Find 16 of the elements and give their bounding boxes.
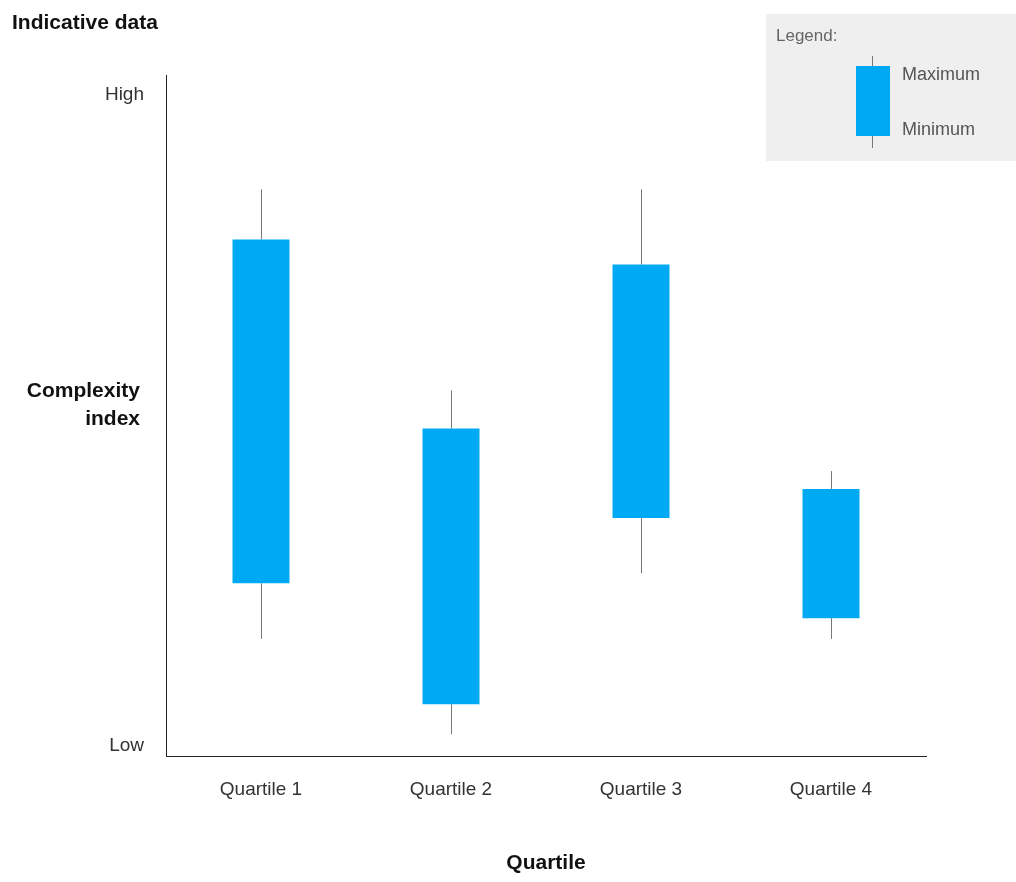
text: Minimum (902, 119, 976, 140)
text: High (104, 83, 144, 105)
y-axis-title: Complexity index (25, 377, 140, 431)
candlestick (802, 470, 860, 640)
x-tick-label: Quartile 1 (219, 777, 303, 799)
candlestick (232, 188, 290, 640)
candlestick (422, 389, 480, 735)
x-tick-label: Quartile 3 (599, 777, 683, 799)
x-axis-title: Quartile (506, 850, 586, 874)
text: Low (109, 734, 145, 756)
chart-title: Indicative data (12, 10, 158, 34)
x-tick-label: Quartile 4 (789, 777, 873, 799)
candlestick (612, 188, 670, 574)
legend-title: Legend: (776, 26, 838, 46)
x-tick-label: Quartile 2 (409, 777, 493, 799)
text: Maximum (902, 64, 981, 85)
